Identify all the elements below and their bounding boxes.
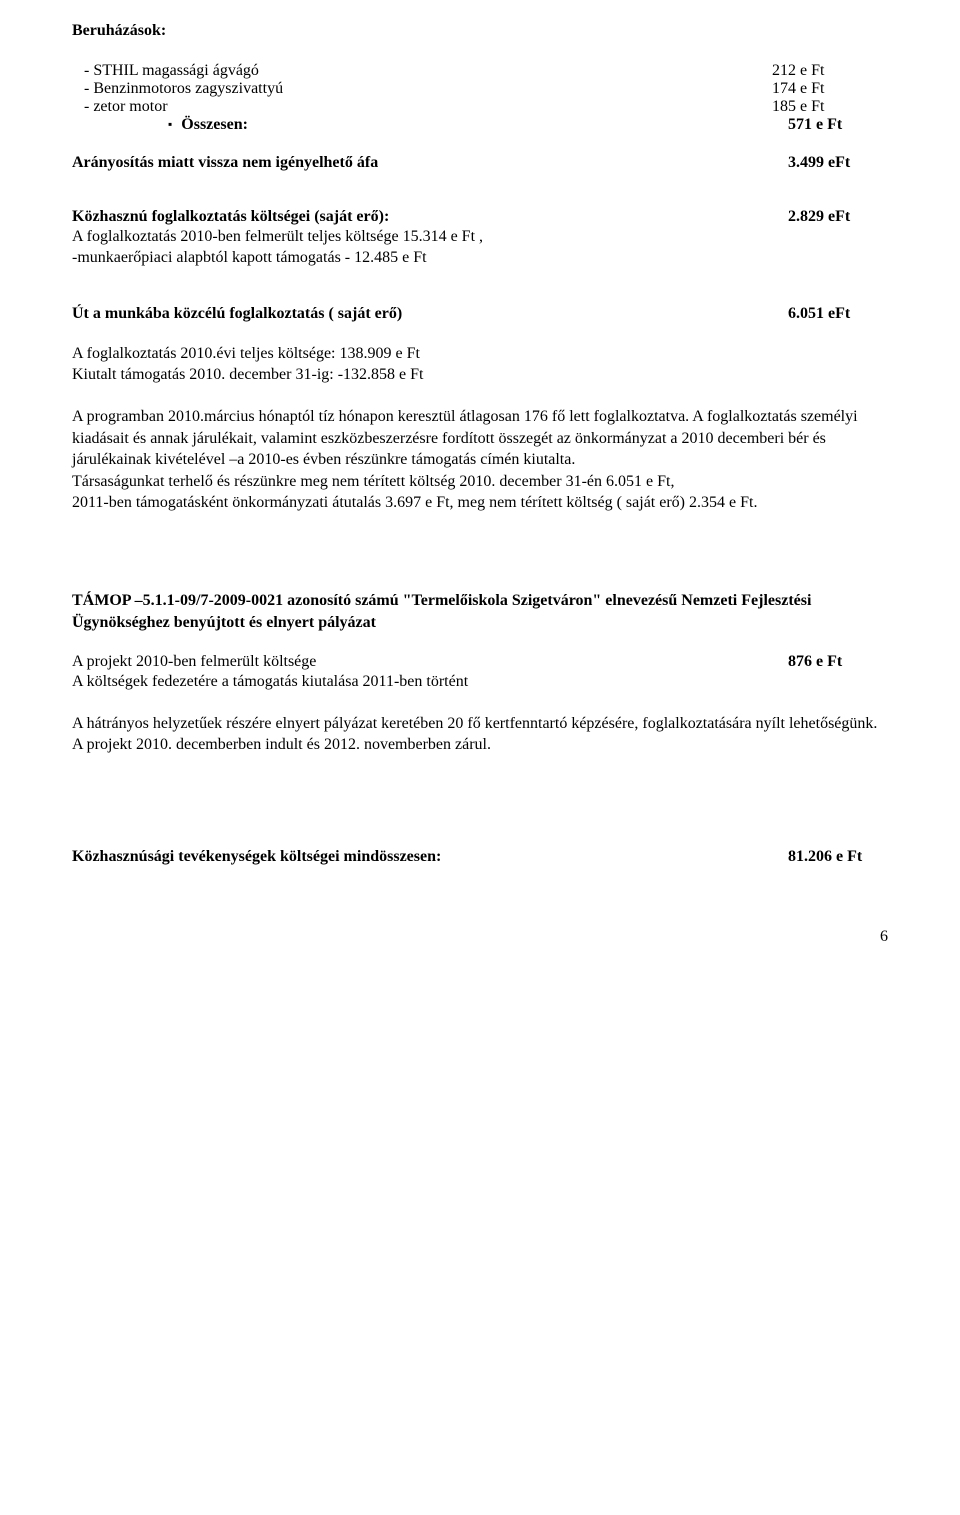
kozhasznu-heading: Közhasznú foglalkoztatás költségei (sajá… bbox=[72, 208, 788, 226]
investment-value: 174 e Ft bbox=[788, 80, 888, 98]
kozhasznu-value: 2.829 eFt bbox=[788, 208, 888, 226]
total-value: 571 e Ft bbox=[788, 116, 888, 134]
investment-label: - zetor motor bbox=[100, 98, 788, 116]
kozhasznu-heading-row: Közhasznú foglalkoztatás költségei (sajá… bbox=[72, 208, 888, 226]
tamop-para2: A projekt 2010. decemberben indult és 20… bbox=[72, 734, 888, 756]
ut-line1: A foglalkoztatás 2010.évi teljes költség… bbox=[72, 343, 888, 365]
program-para3: 2011-ben támogatásként önkormányzati átu… bbox=[72, 492, 888, 514]
tamop-heading: TÁMOP –5.1.1-09/7-2009-0021 azonosító sz… bbox=[72, 590, 888, 633]
tamop-para1: A hátrányos helyzetűek részére elnyert p… bbox=[72, 713, 888, 735]
kozhasznu-line2: -munkaerőpiaci alapbtól kapott támogatás… bbox=[72, 247, 888, 269]
ut-line2: Kiutalt támogatás 2010. december 31-ig: … bbox=[72, 364, 888, 386]
total-row: Összesen: 571 e Ft bbox=[72, 116, 888, 134]
tamop-line2: A költségek fedezetére a támogatás kiuta… bbox=[72, 671, 888, 693]
program-para2: Társaságunkat terhelő és részünkre meg n… bbox=[72, 471, 888, 493]
investment-label: - Benzinmotoros zagyszivattyú bbox=[100, 80, 788, 98]
page-number: 6 bbox=[72, 926, 888, 948]
summary-value: 81.206 e Ft bbox=[788, 848, 888, 866]
summary-row: Közhasznúsági tevékenységek költségei mi… bbox=[72, 848, 888, 866]
afa-value: 3.499 eFt bbox=[788, 154, 888, 172]
section-title: Beruházások: bbox=[72, 20, 888, 42]
summary-label: Közhasznúsági tevékenységek költségei mi… bbox=[72, 848, 788, 866]
program-para1: A programban 2010.március hónaptól tíz h… bbox=[72, 406, 888, 471]
investment-row: - zetor motor 185 e Ft bbox=[72, 98, 888, 116]
afa-label: Arányosítás miatt vissza nem igényelhető… bbox=[72, 154, 788, 172]
afa-row: Arányosítás miatt vissza nem igényelhető… bbox=[72, 154, 888, 172]
investment-row: - Benzinmotoros zagyszivattyú 174 e Ft bbox=[72, 80, 888, 98]
tamop-cost-row: A projekt 2010-ben felmerült költsége 87… bbox=[72, 653, 888, 671]
tamop-cost-label: A projekt 2010-ben felmerült költsége bbox=[72, 653, 788, 671]
investment-value: 212 e Ft bbox=[788, 62, 888, 80]
ut-value: 6.051 eFt bbox=[788, 305, 888, 323]
bullet-icon bbox=[168, 116, 181, 133]
ut-heading-row: Út a munkába közcélú foglalkoztatás ( sa… bbox=[72, 305, 888, 323]
investment-value: 185 e Ft bbox=[788, 98, 888, 116]
tamop-cost-value: 876 e Ft bbox=[788, 653, 888, 671]
kozhasznu-line1: A foglalkoztatás 2010-ben felmerült telj… bbox=[72, 226, 888, 248]
investment-row: - STHIL magassági ágvágó 212 e Ft bbox=[72, 62, 888, 80]
investment-label: - STHIL magassági ágvágó bbox=[100, 62, 788, 80]
document-page: Beruházások: - STHIL magassági ágvágó 21… bbox=[0, 0, 960, 988]
total-label: Összesen: bbox=[181, 116, 248, 133]
ut-heading: Út a munkába közcélú foglalkoztatás ( sa… bbox=[72, 305, 788, 323]
